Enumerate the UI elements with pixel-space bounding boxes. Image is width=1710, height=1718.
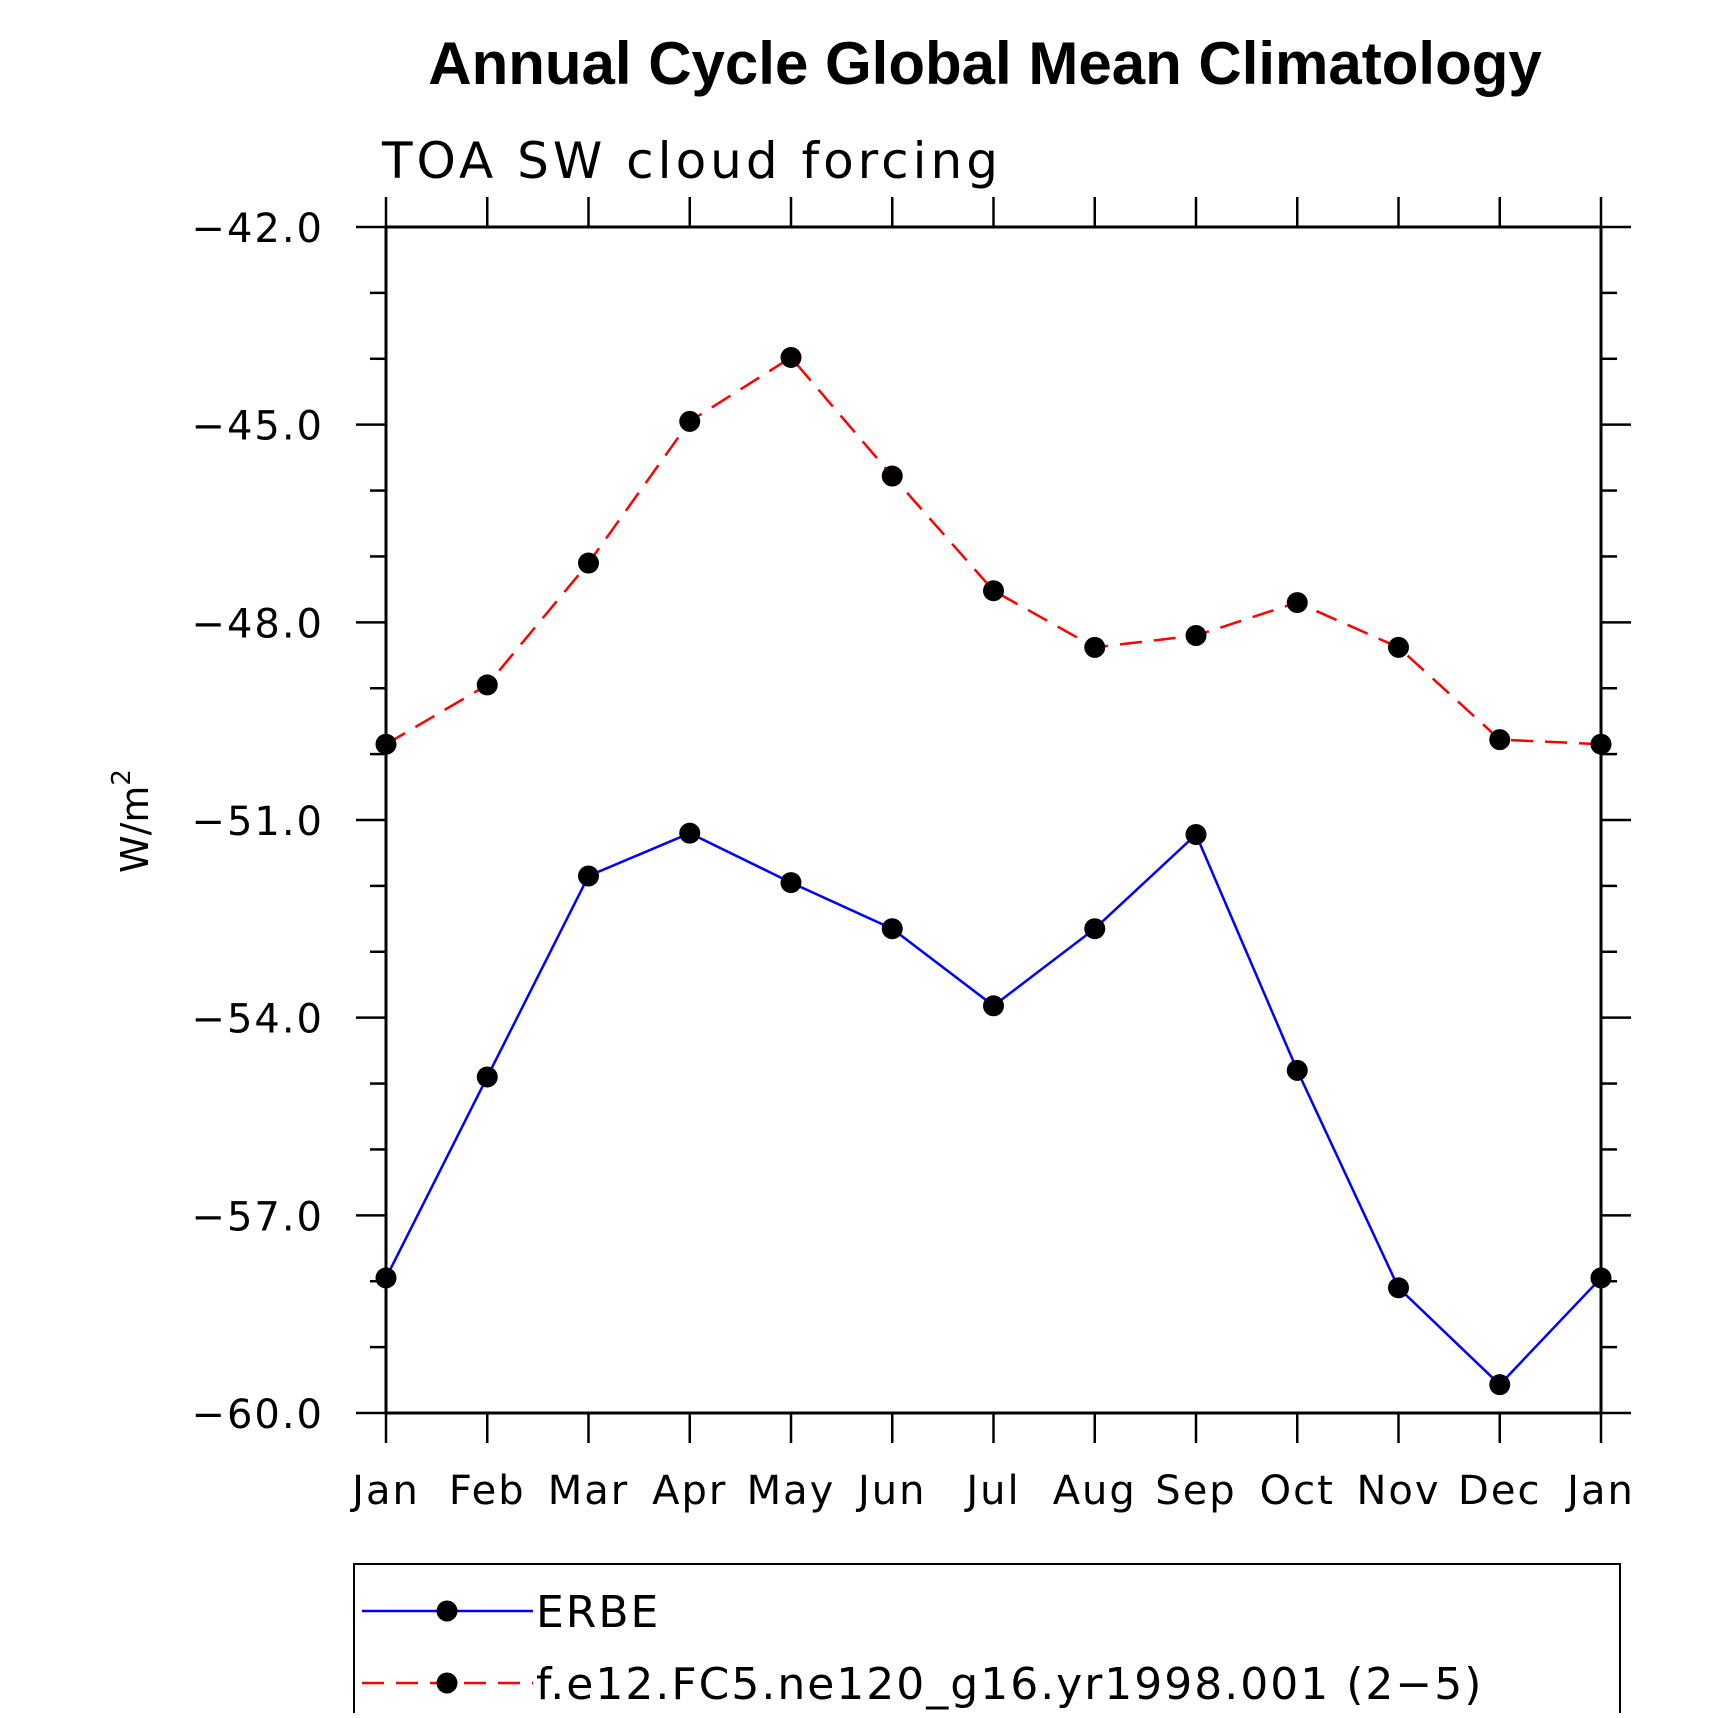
y-tick-label: −42.0	[191, 206, 324, 252]
data-point	[1590, 733, 1612, 755]
data-point	[1590, 1267, 1612, 1289]
y-tick-label: −60.0	[191, 1392, 324, 1438]
legend: ERBE f.e12.FC5.ne120_g16.yr1998.001 (2−5)	[353, 1563, 1621, 1718]
y-axis-label: W/m2	[107, 769, 157, 873]
y-tick-label: −57.0	[191, 1194, 324, 1240]
legend-item-2: f.e12.FC5.ne120_g16.yr1998.001 (2−5)	[362, 1659, 1483, 1710]
y-axis-label-superscript: 2	[107, 769, 137, 786]
y-tick-label: −51.0	[191, 799, 324, 845]
legend-marker	[436, 1600, 458, 1622]
y-tick-label: −54.0	[191, 997, 324, 1043]
data-point	[1388, 1277, 1409, 1299]
data-point	[1185, 625, 1207, 647]
data-point	[1185, 823, 1207, 845]
y-tick-label: −48.0	[191, 601, 324, 647]
legend-label: f.e12.FC5.ne120_g16.yr1998.001 (2−5)	[536, 1659, 1483, 1710]
x-tick-label: Oct	[1260, 1468, 1335, 1514]
x-tick-label: Feb	[449, 1468, 526, 1514]
svg-text:W/m2: W/m2	[107, 769, 157, 873]
plot-frame	[384, 225, 1603, 1415]
data-point	[881, 918, 903, 940]
axes: −42.0 −45.0 −48.0 −51.0 −54.0 −57.0 −60.0 Jan Fe…	[191, 197, 1635, 1514]
data-point	[578, 865, 599, 887]
x-tick-label: May	[747, 1468, 836, 1514]
x-tick-label: Nov	[1356, 1468, 1440, 1514]
data-point	[780, 346, 802, 368]
x-tick-label: Apr	[652, 1468, 727, 1514]
chart-subtitle: TOA SW cloud forcing	[381, 132, 1002, 190]
data-point	[679, 822, 701, 844]
x-tick-label: Sep	[1155, 1468, 1236, 1514]
series-2	[375, 346, 1612, 755]
y-tick-label: −45.0	[191, 404, 324, 450]
series-line	[385, 355, 1602, 746]
legend-box	[353, 1563, 1621, 1718]
y-axis-label-text: W/m	[113, 786, 157, 873]
data-point	[375, 1267, 397, 1289]
data-point	[1084, 636, 1106, 658]
series-1	[375, 822, 1612, 1396]
x-tick-label: Jan	[349, 1468, 420, 1514]
data-point	[1489, 1374, 1511, 1396]
data-point	[1286, 1059, 1308, 1081]
x-tick-label: Aug	[1053, 1468, 1137, 1514]
data-point	[476, 674, 498, 696]
x-tick-label: Jan	[1564, 1468, 1635, 1514]
x-tick-label: Jul	[963, 1468, 1020, 1514]
legend-label: ERBE	[536, 1587, 660, 1638]
data-point	[1084, 918, 1106, 940]
data-point	[578, 552, 599, 574]
data-point	[1388, 636, 1409, 658]
legend-marker	[436, 1672, 458, 1694]
x-tick-label: Jun	[855, 1468, 927, 1514]
data-point	[983, 580, 1004, 602]
legend-item-1: ERBE	[362, 1587, 660, 1638]
data-point	[476, 1066, 498, 1088]
data-point	[983, 995, 1004, 1017]
data-point	[881, 465, 903, 487]
series-line	[384, 831, 1602, 1387]
data-point	[780, 872, 802, 894]
series-layer	[375, 346, 1612, 1396]
x-tick-label: Mar	[548, 1468, 629, 1514]
x-tick-label: Dec	[1458, 1468, 1541, 1514]
data-point	[1286, 592, 1308, 614]
chart-title: Annual Cycle Global Mean Climatology	[428, 30, 1542, 97]
data-point	[375, 733, 397, 755]
data-point	[1489, 729, 1511, 751]
data-point	[679, 410, 701, 432]
